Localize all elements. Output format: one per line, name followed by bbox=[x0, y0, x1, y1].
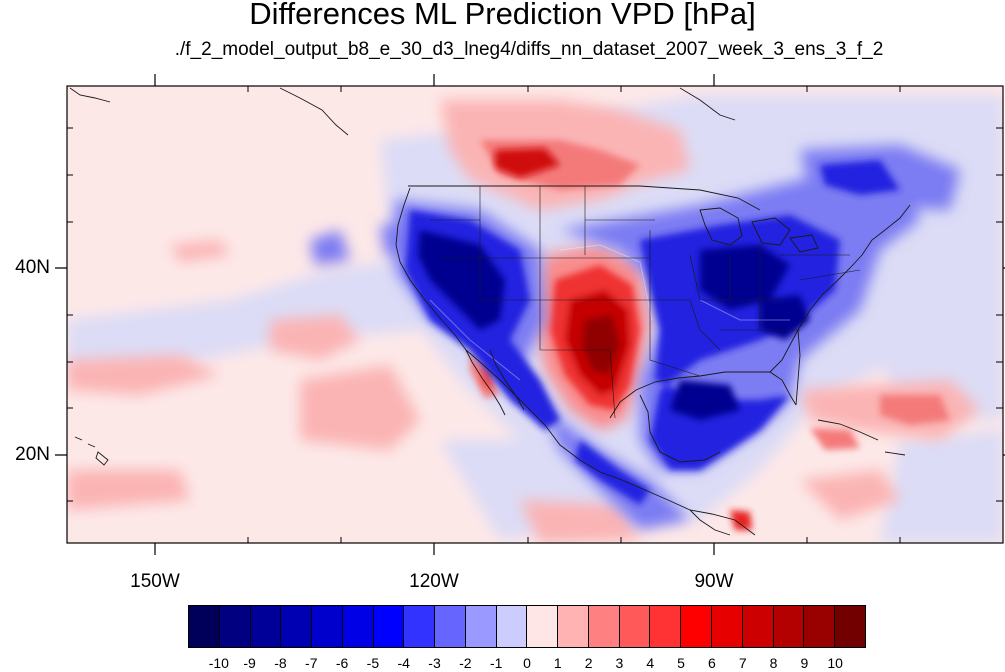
colorbar-tick-label: -7 bbox=[305, 655, 318, 671]
lon-label-150w: 150W bbox=[130, 571, 180, 592]
colorbar-box bbox=[619, 606, 651, 647]
colorbar-tick-label: 8 bbox=[769, 655, 778, 671]
colorbar-box bbox=[712, 606, 743, 647]
colorbar-box bbox=[527, 606, 559, 647]
colorbar-tick-label: 7 bbox=[738, 655, 747, 671]
colorbar-tick-label: -4 bbox=[397, 655, 410, 671]
colorbar-box bbox=[588, 606, 620, 647]
colorbar-tick-label: 6 bbox=[708, 655, 716, 671]
lat-label-20n: 20N bbox=[15, 444, 50, 465]
colorbar-tick-label: 0 bbox=[523, 655, 531, 671]
colorbar-box bbox=[189, 606, 220, 647]
colorbar-tick-label: 3 bbox=[615, 655, 624, 671]
colorbar-tick-label: -2 bbox=[459, 655, 472, 671]
colorbar-box bbox=[835, 606, 865, 647]
colorbar-box bbox=[496, 606, 528, 647]
colorbar-box bbox=[773, 606, 805, 647]
lon-label-90w: 90W bbox=[694, 571, 734, 592]
colorbar-box bbox=[558, 606, 589, 647]
map-frame bbox=[66, 85, 1004, 544]
colorbar-tick-label: -8 bbox=[274, 655, 287, 671]
colorbar-box bbox=[312, 606, 343, 647]
colorbar-tick-label: -6 bbox=[335, 655, 349, 671]
coastline-outline bbox=[69, 87, 911, 536]
colorbar-tick-label: 5 bbox=[677, 655, 685, 671]
lon-label-120w: 120W bbox=[409, 571, 459, 592]
lat-label-40n: 40N bbox=[15, 257, 50, 278]
colorbar-box bbox=[281, 606, 313, 647]
vpd-difference-field bbox=[67, 86, 1003, 543]
colorbar-box bbox=[465, 606, 497, 647]
colorbar-tick-label: 4 bbox=[646, 655, 655, 671]
colorbar-box bbox=[404, 606, 436, 647]
colorbar-tick-label: 10 bbox=[827, 655, 843, 671]
colorbar-tick-label: -5 bbox=[366, 655, 380, 671]
colorbar-tick-label: -1 bbox=[489, 655, 503, 671]
colorbar-tick-label: 9 bbox=[800, 655, 809, 671]
map-subtitle: ./f_2_model_output_b8_e_30_d3_lneg4/diff… bbox=[174, 39, 884, 60]
colorbar-box bbox=[373, 606, 405, 647]
colorbar-tick-label: -10 bbox=[208, 655, 229, 671]
map-title: Differences ML Prediction VPD [hPa] bbox=[249, 0, 756, 31]
colorbar-box bbox=[650, 606, 682, 647]
colorbar-box bbox=[250, 606, 282, 647]
colorbar-box bbox=[742, 606, 774, 647]
colorbar-tick-label: -3 bbox=[428, 655, 441, 671]
colorbar-box bbox=[435, 606, 466, 647]
colorbar-tick-label: -9 bbox=[243, 655, 256, 671]
colorbar-box bbox=[342, 606, 374, 647]
colorbar bbox=[188, 605, 866, 648]
colorbar-box bbox=[804, 606, 836, 647]
colorbar-tick-label: 1 bbox=[553, 655, 562, 671]
colorbar-box bbox=[219, 606, 251, 647]
colorbar-tick-label: 2 bbox=[584, 655, 593, 671]
colorbar-box bbox=[681, 606, 713, 647]
